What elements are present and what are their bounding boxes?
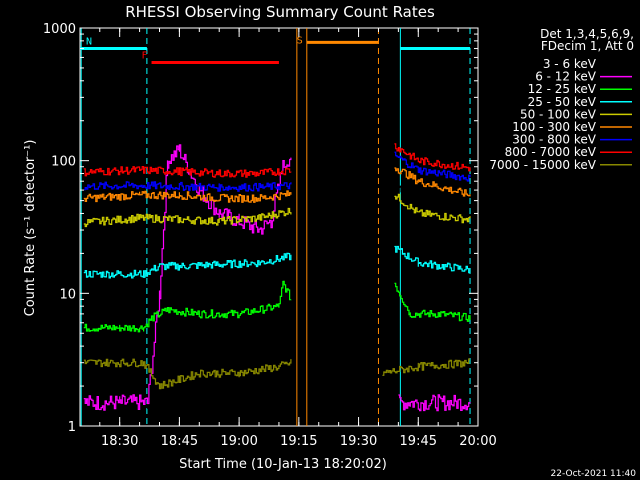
series-line-8 — [83, 358, 470, 390]
x-tick-label: 19:15 — [280, 434, 317, 449]
chart-title: RHESSI Observing Summary Count Rates — [125, 3, 435, 21]
x-tick-label: 19:00 — [220, 434, 257, 449]
legend-item-label: 12 - 25 keV — [528, 82, 597, 96]
legend-header-line-1: Det 1,3,4,5,6,9, — [540, 27, 634, 41]
legend-item-label: 25 - 50 keV — [528, 95, 597, 109]
x-tick-label: 18:30 — [101, 434, 138, 449]
x-axis-label: Start Time (10-Jan-13 18:20:02) — [179, 457, 387, 472]
legend-item-label: 3 - 6 keV — [543, 57, 597, 71]
legend-box: Det 1,3,4,5,6,9, FDecim 1, Att 0 3 - 6 k… — [489, 27, 634, 172]
legend-item-label: 800 - 7000 keV — [505, 145, 597, 159]
y-axis-label: Count Rate (s⁻¹ detector⁻¹) — [23, 140, 38, 317]
y-tick-label: 10 — [59, 287, 76, 302]
legend-item-label: 50 - 100 keV — [520, 107, 597, 121]
legend-item-label: 7000 - 15000 keV — [489, 158, 596, 172]
x-tick-label: 20:00 — [459, 434, 496, 449]
y-tick-label: 100 — [51, 155, 76, 170]
annotation-layer: N F S — [80, 28, 471, 426]
series-line-5 — [83, 167, 471, 203]
y-tick-label: 1 — [68, 420, 76, 435]
legend-item-label: 100 - 300 keV — [512, 120, 596, 134]
flag-label: F — [141, 50, 147, 61]
series-line-3 — [83, 245, 471, 279]
legend-item-label: 6 - 12 keV — [535, 70, 597, 84]
flag-label: N — [86, 37, 92, 48]
series-line-4 — [83, 193, 471, 228]
series-line-2 — [83, 280, 471, 333]
x-tick-label: 18:45 — [161, 434, 198, 449]
series-line-7 — [83, 143, 471, 178]
y-tick-label: 1000 — [43, 22, 76, 37]
flag-label: S — [297, 35, 303, 46]
legend-item-label: 300 - 800 keV — [512, 133, 596, 147]
footer-date: 22-Oct-2021 11:40 — [551, 469, 637, 479]
series-line-6 — [83, 151, 471, 192]
axis-layer: 1 10 100 1000 18:30 18:45 19:00 19:15 19:30 19:45… — [43, 22, 497, 449]
x-tick-label: 19:45 — [400, 434, 437, 449]
legend: Det 1,3,4,5,6,9, FDecim 1, Att 0 3 - 6 k… — [478, 24, 636, 178]
series-line-0 — [131, 103, 403, 410]
x-tick-label: 19:30 — [340, 434, 377, 449]
legend-header-line-2: FDecim 1, Att 0 — [541, 39, 634, 53]
series-layer — [83, 103, 471, 412]
